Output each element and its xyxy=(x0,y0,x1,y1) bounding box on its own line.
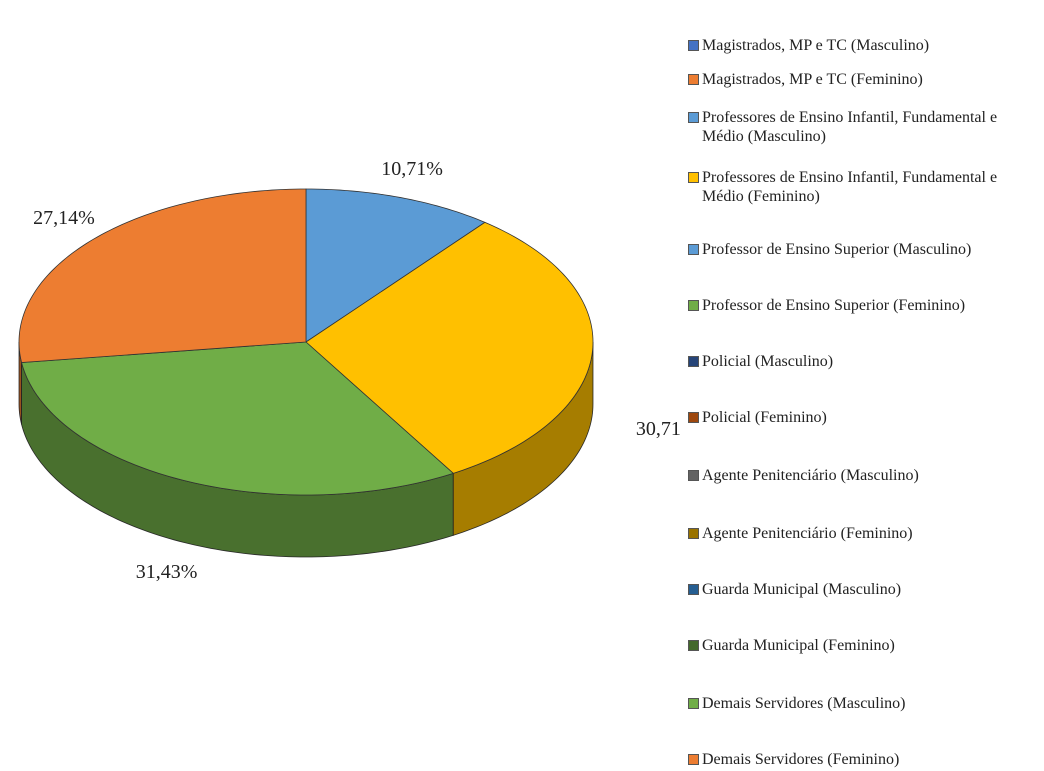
legend-swatch xyxy=(688,640,699,651)
pie-tops xyxy=(18,188,594,496)
data-label: 27,14% xyxy=(33,207,95,229)
legend-item: Professores de Ensino Infantil, Fundamen… xyxy=(688,108,1040,146)
legend-swatch xyxy=(688,584,699,595)
data-label: 10,71% xyxy=(381,158,443,180)
legend-label: Policial (Masculino) xyxy=(702,353,834,370)
legend-swatch xyxy=(688,528,699,539)
legend-label: Agente Penitenciário (Masculino) xyxy=(702,467,919,484)
legend-swatch xyxy=(688,412,699,423)
pie-slice-side-shade xyxy=(21,362,454,557)
legend-label: Demais Servidores (Feminino) xyxy=(702,751,900,768)
legend-swatch xyxy=(688,698,699,709)
legend-label: Agente Penitenciário (Feminino) xyxy=(702,525,913,542)
legend-item: Professor de Ensino Superior (Masculino) xyxy=(688,240,1040,259)
legend-label: Policial (Feminino) xyxy=(702,409,827,426)
legend-label: Professor de Ensino Superior (Masculino) xyxy=(702,241,972,258)
legend-swatch xyxy=(688,300,699,311)
legend-item: Policial (Masculino) xyxy=(688,352,1040,371)
legend-item: Demais Servidores (Feminino) xyxy=(688,750,1040,769)
legend-item: Magistrados, MP e TC (Masculino) xyxy=(688,36,1040,55)
legend-label: Guarda Municipal (Feminino) xyxy=(702,637,895,654)
legend-swatch xyxy=(688,40,699,51)
legend-swatch xyxy=(688,172,699,183)
legend-swatch xyxy=(688,356,699,367)
pie-slice xyxy=(18,188,307,363)
legend-label: Magistrados, MP e TC (Masculino) xyxy=(702,37,930,54)
pie-slice-side-shade xyxy=(453,342,593,536)
chart: 10,71% 30,71% 31,43% 27,14% xyxy=(18,158,680,583)
legend-swatch xyxy=(688,244,699,255)
legend-item: Magistrados, MP e TC (Feminino) xyxy=(688,70,1040,89)
legend-swatch xyxy=(688,470,699,481)
legend-label: Demais Servidores (Masculino) xyxy=(702,695,906,712)
legend-label: Guarda Municipal (Masculino) xyxy=(702,581,902,598)
legend-swatch xyxy=(688,754,699,765)
legend-item: Guarda Municipal (Masculino) xyxy=(688,580,1040,599)
pie-slice xyxy=(305,221,594,474)
pie-slice-side-shade xyxy=(19,342,22,425)
legend-item: Agente Penitenciário (Feminino) xyxy=(688,524,1040,543)
pie-sides xyxy=(18,341,594,558)
data-label: 30,71% xyxy=(636,418,680,440)
legend-item: Agente Penitenciário (Masculino) xyxy=(688,466,1040,485)
legend-item: Guarda Municipal (Feminino) xyxy=(688,636,1040,655)
pie-slice xyxy=(305,188,486,343)
legend-label: Professores de Ensino Infantil, Fundamen… xyxy=(702,109,998,145)
legend-swatch xyxy=(688,112,699,123)
legend-label: Magistrados, MP e TC (Feminino) xyxy=(702,71,923,88)
data-label: 31,43% xyxy=(136,561,198,583)
legend-swatch xyxy=(688,74,699,85)
legend-item: Professor de Ensino Superior (Feminino) xyxy=(688,296,1040,315)
legend-item: Demais Servidores (Masculino) xyxy=(688,694,1040,713)
legend-item: Professores de Ensino Infantil, Fundamen… xyxy=(688,168,1040,206)
legend-label: Professor de Ensino Superior (Feminino) xyxy=(702,297,966,314)
pie-slice xyxy=(21,341,455,496)
legend-item: Policial (Feminino) xyxy=(688,408,1040,427)
legend-label: Professores de Ensino Infantil, Fundamen… xyxy=(702,169,998,205)
